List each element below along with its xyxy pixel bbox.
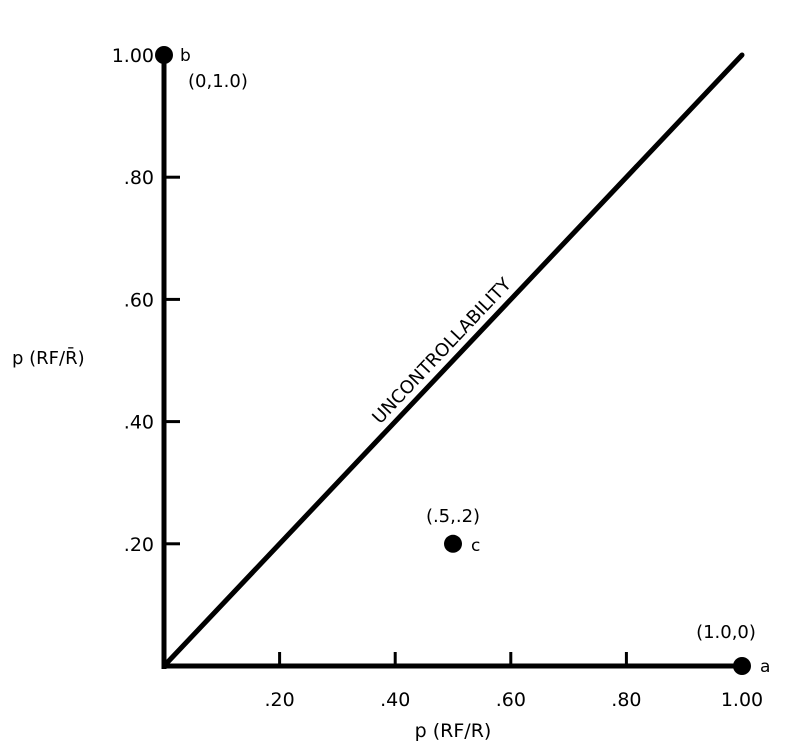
- data-points: a(1.0,0) b (0,1.0) c (.5,.2): [155, 46, 770, 677]
- x-tick-label: 1.00: [721, 689, 763, 711]
- x-axis-title: p (RF/R): [415, 720, 492, 742]
- x-tick-label: .60: [496, 689, 526, 711]
- y-axis-title: p (RF/R̄): [12, 347, 85, 369]
- point-a-name: a: [760, 657, 770, 677]
- uncontrollability-label: UNCONTROLLABILITY: [368, 273, 516, 428]
- diagonal-lines: UNCONTROLLABILITY: [161, 52, 745, 669]
- axes: [161, 55, 742, 669]
- point-a-coords: (1.0,0): [696, 622, 756, 643]
- point-c-coords: (.5,.2): [426, 506, 480, 527]
- point-b-marker: [155, 46, 173, 64]
- x-tick-label: .20: [264, 689, 294, 711]
- axis-ticks: .20 .40 .60 .80 1.00 .20 .40 .60 .80 1.00: [112, 45, 763, 711]
- y-tick-label: 1.00: [112, 45, 154, 67]
- y-tick-label: .20: [124, 534, 154, 556]
- point-a-marker: [733, 657, 751, 675]
- uncontrollability-line: [161, 52, 745, 669]
- y-tick-label: .80: [124, 167, 154, 189]
- point-c-name: c: [471, 536, 480, 556]
- point-b-coords: (0,1.0): [188, 71, 248, 92]
- point-c-marker: [444, 534, 462, 553]
- point-b-name: b: [180, 46, 191, 66]
- y-tick-label: .60: [124, 289, 154, 311]
- x-tick-label: .40: [380, 689, 410, 711]
- y-tick-label: .40: [124, 412, 154, 434]
- axis-labels: p (RF/R) p (RF/R̄): [12, 347, 491, 742]
- x-tick-label: .80: [611, 689, 641, 711]
